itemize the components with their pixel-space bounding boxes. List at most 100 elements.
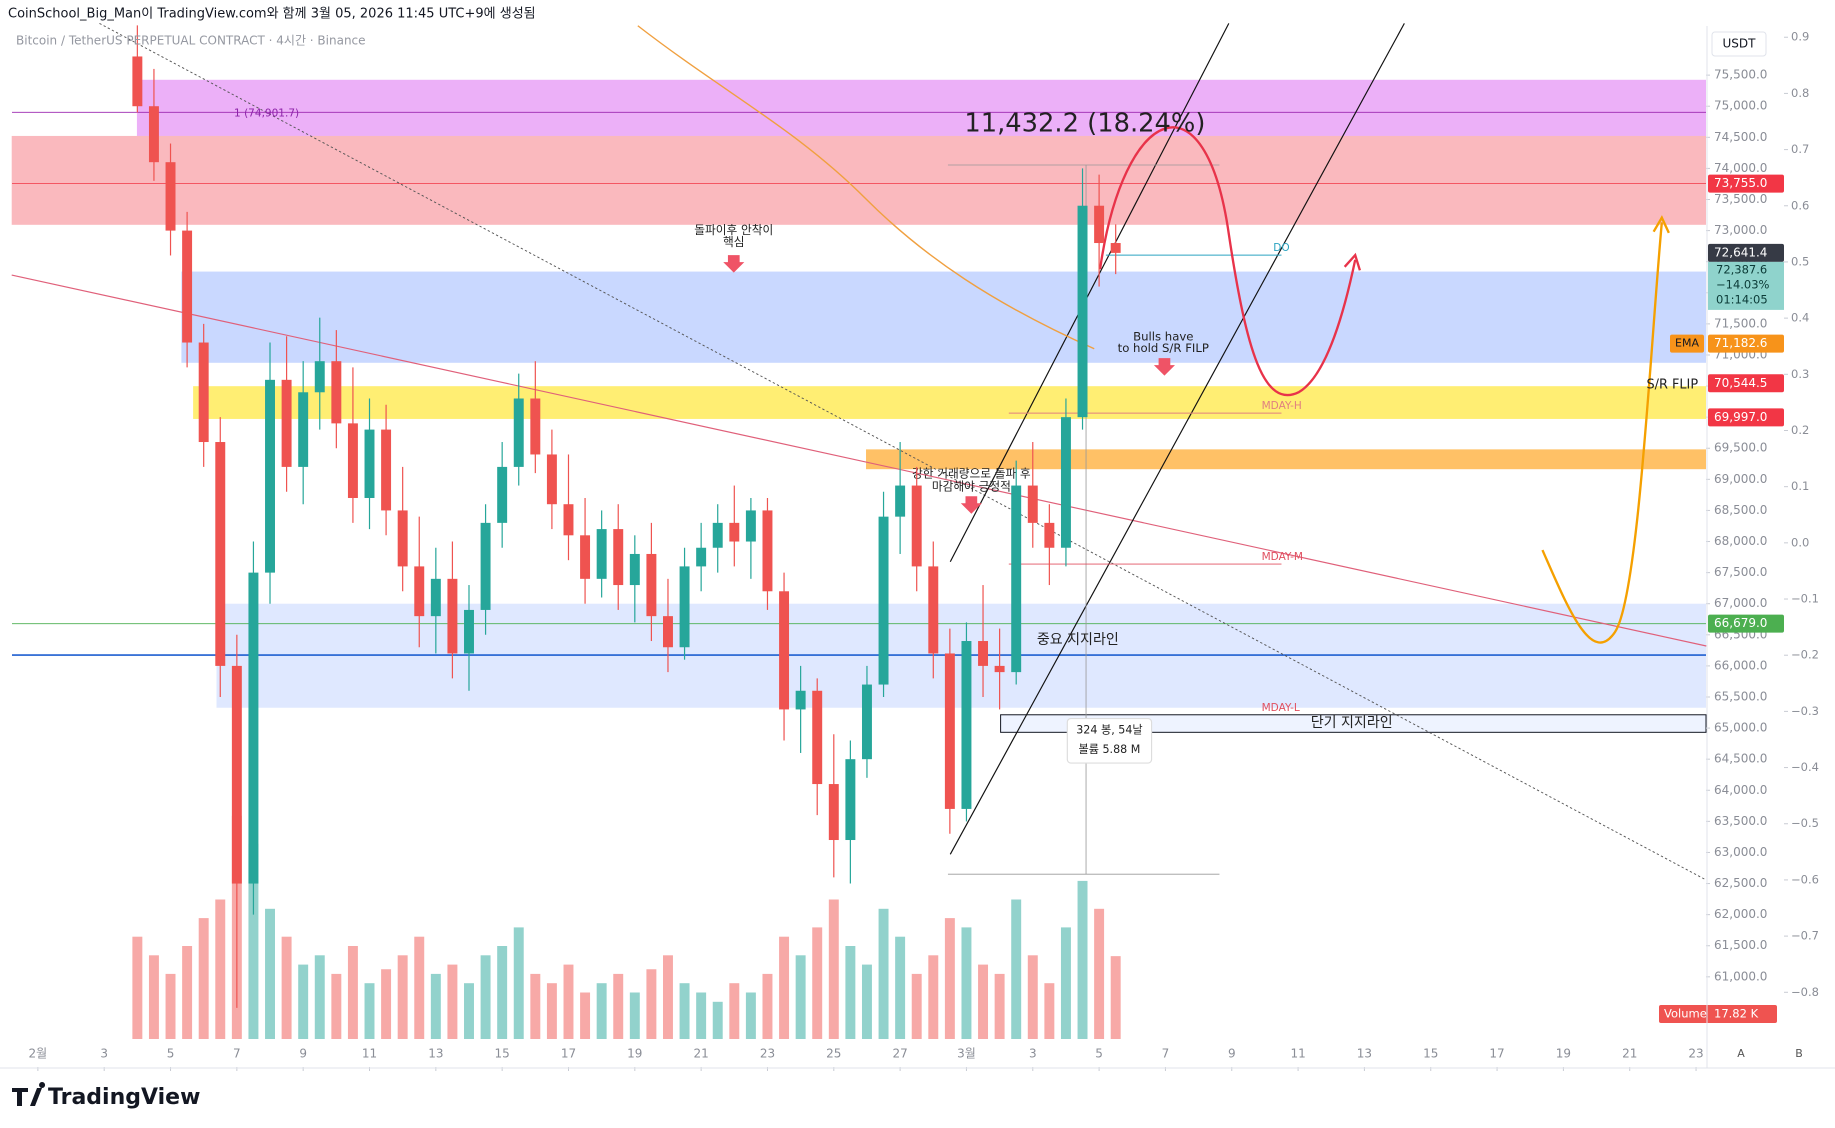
y-tick-label: 73,000.0 <box>1714 223 1767 237</box>
y-tick-label: 65,500.0 <box>1714 689 1767 703</box>
y2-tick-label: 0.2 <box>1791 423 1809 437</box>
volume-bar <box>895 936 906 1039</box>
note: Bulls have <box>1133 330 1193 344</box>
candle-body <box>679 566 690 648</box>
volume-bar <box>712 1001 723 1039</box>
measure-box <box>1066 717 1153 764</box>
y-tick-label: 63,000.0 <box>1714 845 1767 859</box>
x-tick-label: 15 <box>1423 1047 1438 1061</box>
volume-bar <box>480 955 491 1039</box>
line-label: MDAY-M <box>1262 551 1303 563</box>
symbol-info: Bitcoin / TetherUS PERPETUAL CONTRACT · … <box>16 34 366 48</box>
volume-bar <box>1011 899 1022 1039</box>
volume-bar <box>397 955 408 1039</box>
y-tick-label: 67,000.0 <box>1714 596 1767 610</box>
x-tick-label: 15 <box>495 1047 510 1061</box>
volume-bar <box>248 843 259 1039</box>
volume-bar <box>878 908 889 1039</box>
y-tick-label: 62,500.0 <box>1714 876 1767 890</box>
y-tick-label: 66,000.0 <box>1714 658 1767 672</box>
volume-bar <box>165 973 176 1039</box>
line-label: MDAY-L <box>1262 702 1300 714</box>
y-tick-label: 69,500.0 <box>1714 441 1767 455</box>
candle-body <box>1110 243 1121 253</box>
volume-bar <box>1094 908 1105 1039</box>
x-tick-label: 13 <box>428 1047 443 1061</box>
scale-button[interactable]: A <box>1737 1047 1745 1060</box>
y-tick-label: 74,500.0 <box>1714 130 1767 144</box>
y-tick-label: 64,500.0 <box>1714 752 1767 766</box>
x-tick-label: 3월 <box>957 1047 976 1061</box>
candle-body <box>148 106 159 163</box>
candle-body <box>480 522 491 610</box>
volume-tag-value: 17.82 K <box>1714 1007 1759 1021</box>
candle-body <box>364 429 375 498</box>
forecast-path <box>1541 222 1663 644</box>
x-tick-label: 21 <box>1622 1047 1637 1061</box>
arrow-marker <box>1153 358 1175 376</box>
arrow-marker <box>723 255 745 273</box>
volume-bar <box>795 955 806 1039</box>
zone <box>193 386 1707 419</box>
zone <box>1000 714 1707 733</box>
candle-body <box>530 398 541 455</box>
channel-line <box>949 23 1405 855</box>
y2-tick-label: 0.8 <box>1791 86 1809 100</box>
candle-body <box>1060 417 1071 548</box>
candle-body <box>795 690 806 710</box>
price-tag-label: 72,641.4 <box>1714 245 1767 259</box>
y2-tick-label: 0.1 <box>1791 479 1809 493</box>
y-tick-label: 61,500.0 <box>1714 938 1767 952</box>
candle-body <box>1011 485 1022 673</box>
ema-box <box>1670 334 1704 353</box>
candle-body <box>464 609 474 654</box>
candle-body <box>381 429 392 511</box>
x-tick-label: 5 <box>1095 1047 1103 1061</box>
volume-bar <box>845 946 856 1039</box>
x-tick-label: 23 <box>1688 1047 1703 1061</box>
candle-body <box>928 566 939 654</box>
volume-bar <box>994 973 1005 1039</box>
candle-body <box>248 572 259 884</box>
candle-body <box>779 591 790 710</box>
y-tick-label: 73,500.0 <box>1714 192 1767 206</box>
x-tick-label: 7 <box>233 1047 241 1061</box>
y2-tick-label: −0.2 <box>1791 648 1819 662</box>
volume-bar <box>629 992 640 1039</box>
line-label: DO <box>1273 242 1289 254</box>
y-tick-label: 74,000.0 <box>1714 161 1767 175</box>
candle-body <box>1094 205 1105 244</box>
volume-bar <box>911 973 922 1039</box>
currency-box <box>1711 31 1767 57</box>
candle-body <box>563 504 574 536</box>
volume-bar <box>762 973 773 1039</box>
candle-body <box>646 553 657 617</box>
volume-bar <box>215 899 226 1039</box>
candle-body <box>397 510 408 567</box>
y2-tick-label: −0.1 <box>1791 592 1819 606</box>
zone-label: S/R FLIP <box>1646 378 1698 393</box>
scale-button[interactable]: B <box>1795 1047 1803 1060</box>
zone <box>136 79 1707 136</box>
volume-bar <box>1027 955 1038 1039</box>
candle-body <box>629 553 640 586</box>
y2-tick-label: −0.7 <box>1791 929 1819 943</box>
candle-body <box>331 361 342 424</box>
price-tag <box>1708 408 1784 427</box>
zone-label: 중요 지지라인 <box>1037 632 1119 648</box>
volume-bar <box>430 973 441 1039</box>
candle-body <box>596 529 607 579</box>
volume-bar <box>298 964 309 1039</box>
y-tick-label: 63,500.0 <box>1714 814 1767 828</box>
y-tick-label: 68,000.0 <box>1714 534 1767 548</box>
measure-info: 324 봉, 54날 <box>1076 723 1142 736</box>
trendline <box>11 274 1707 647</box>
volume-bar <box>414 936 425 1039</box>
y-tick-label: 65,000.0 <box>1714 721 1767 735</box>
note: 마감해야 긍정적 <box>932 479 1011 493</box>
channel-line <box>949 23 1230 563</box>
x-tick-label: 2월 <box>29 1047 48 1061</box>
currency: USDT <box>1723 37 1757 51</box>
volume-bar <box>1044 983 1055 1039</box>
